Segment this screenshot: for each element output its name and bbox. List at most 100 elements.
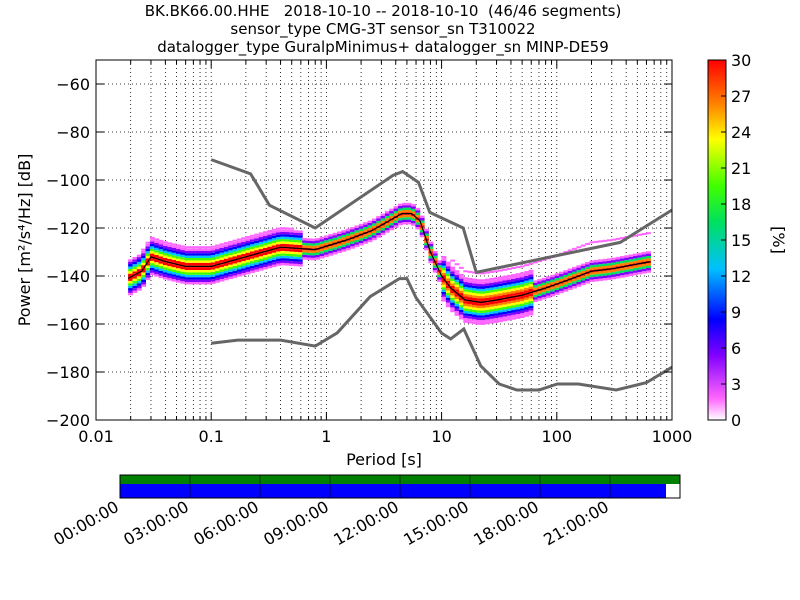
heatmap-cell <box>271 231 277 234</box>
heatmap-cell <box>254 238 260 241</box>
heatmap-cell <box>184 248 190 251</box>
heatmap-cell <box>141 258 147 261</box>
heatmap-cell <box>615 237 621 240</box>
heatmap-cell <box>184 250 190 254</box>
heatmap-cell <box>258 246 264 250</box>
heatmap-cell <box>511 302 517 306</box>
heatmap-cell <box>245 259 251 263</box>
heatmap-cell <box>202 258 207 261</box>
heatmap-cell <box>637 271 643 275</box>
heatmap-cell <box>284 244 290 247</box>
heatmap-cell <box>319 241 325 244</box>
heatmap-cell <box>619 256 625 259</box>
heatmap-cell <box>602 261 608 264</box>
heatmap-cell <box>263 247 268 251</box>
heatmap-cell <box>489 287 495 290</box>
heatmap-cell <box>254 255 260 258</box>
heatmap-cell <box>254 259 260 263</box>
heatmap-cell <box>267 239 273 242</box>
heatmap-cell <box>541 282 547 285</box>
heatmap-cell <box>593 276 599 280</box>
heatmap-cell <box>463 284 469 287</box>
heatmap-cell <box>541 284 547 288</box>
heatmap-cell <box>202 274 207 278</box>
heatmap-cell <box>271 238 277 241</box>
heatmap-cell <box>593 240 599 243</box>
heatmap-cell <box>532 280 538 283</box>
heatmap-cell <box>519 291 525 295</box>
heatmap-cell <box>284 260 290 264</box>
heatmap-cell <box>458 307 464 310</box>
heatmap-cell <box>576 282 582 285</box>
heatmap-cell <box>180 252 186 255</box>
heatmap-cell <box>519 272 525 275</box>
heatmap-cell <box>406 210 412 213</box>
heatmap-cell <box>141 284 147 287</box>
heatmap-cell <box>463 320 469 323</box>
heatmap-cell <box>215 258 221 262</box>
heatmap-cell <box>228 276 234 280</box>
heatmap-cell <box>149 260 155 264</box>
heatmap-cell <box>402 202 408 206</box>
heatmap-cell <box>580 263 586 266</box>
heatmap-cell <box>606 270 612 273</box>
heatmap-cell <box>476 310 482 313</box>
heatmap-cell <box>532 285 538 288</box>
heatmap-cell <box>223 246 229 250</box>
heatmap-cell <box>419 220 425 223</box>
heatmap-cell <box>284 248 290 252</box>
heatmap-cell <box>206 258 212 261</box>
heatmap-cell <box>489 321 495 324</box>
heatmap-cell <box>628 273 634 277</box>
heatmap-cell <box>184 258 190 261</box>
heatmap-cell <box>545 283 551 286</box>
heatmap-cell <box>206 262 212 266</box>
heatmap-cell <box>432 255 438 259</box>
heatmap-cell <box>511 298 517 301</box>
heatmap-cell <box>580 282 586 286</box>
heatmap-cell <box>367 222 373 226</box>
heatmap-cell <box>619 263 625 266</box>
heatmap-cell <box>276 239 281 242</box>
heatmap-cell <box>406 219 412 222</box>
heatmap-cell <box>563 289 569 292</box>
heatmap-cell <box>489 292 495 295</box>
heatmap-cell <box>393 210 399 214</box>
heatmap-cell <box>284 253 290 257</box>
heatmap-cell <box>411 218 416 221</box>
heatmap-cell <box>167 278 173 281</box>
heatmap-cell <box>323 242 329 246</box>
heatmap-cell <box>154 271 160 275</box>
heatmap-cell <box>450 266 456 269</box>
heatmap-cell <box>467 285 473 288</box>
heatmap-cell <box>445 276 451 279</box>
heatmap-cell <box>489 309 495 312</box>
heatmap-cell <box>628 259 634 262</box>
heatmap-cell <box>376 223 382 226</box>
heatmap-cell <box>532 294 538 298</box>
heatmap-cell <box>441 289 447 292</box>
heatmap-cell <box>128 283 133 286</box>
time-axis-label: 12:00:00 <box>330 497 402 549</box>
heatmap-cell <box>341 246 347 250</box>
heatmap-cell <box>228 252 234 256</box>
heatmap-cell <box>202 246 207 249</box>
heatmap-cell <box>180 254 186 258</box>
heatmap-cell <box>471 316 477 320</box>
title-line-1: BK.BK66.00.HHE 2018-10-10 -- 2018-10-10 … <box>144 2 622 20</box>
heatmap-cell <box>493 306 499 309</box>
heatmap-cell <box>498 302 503 306</box>
heatmap-cell <box>271 255 277 258</box>
heatmap-cell <box>267 253 273 257</box>
heatmap-cell <box>402 222 408 225</box>
heatmap-cell <box>323 247 329 250</box>
heatmap-cell <box>445 261 451 265</box>
heatmap-cell <box>319 243 325 247</box>
heatmap-cell <box>258 232 264 235</box>
heatmap-cell <box>515 273 521 276</box>
heatmap-cell <box>550 274 556 278</box>
heatmap-cell <box>550 291 556 294</box>
heatmap-cell <box>141 270 147 273</box>
heatmap-cell <box>310 245 316 249</box>
heatmap-cell <box>428 253 434 257</box>
